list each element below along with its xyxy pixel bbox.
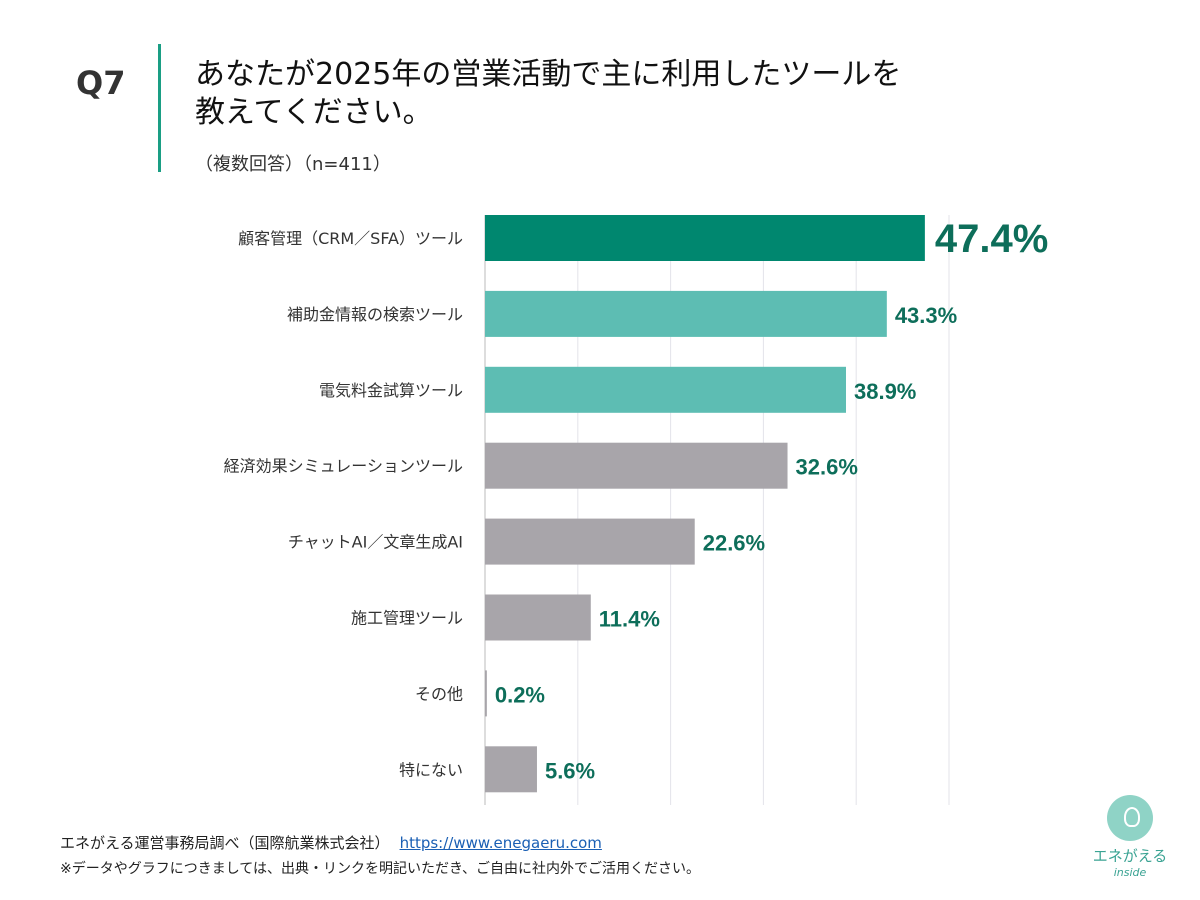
logo: エネがえる inside: [1090, 795, 1170, 879]
usage-note: ※データやグラフにつきましては、出典・リンクを明記いただき、ご自由に社内外でご活…: [60, 861, 701, 877]
data-label: 11.4%: [599, 607, 660, 632]
lightbulb-icon: [1107, 795, 1153, 841]
subtitle: （複数回答）（n=411）: [195, 154, 391, 175]
question-number: Q7: [76, 64, 126, 102]
page-title: あなたが2025年の営業活動で主に利用したツールを 教えてください。: [195, 56, 995, 132]
category-label: チャットAI／文章生成AI: [288, 533, 463, 552]
category-label: 経済効果シミュレーションツール: [224, 457, 463, 476]
data-label: 32.6%: [796, 455, 858, 480]
data-label: 22.6%: [703, 531, 765, 556]
title-line-1: あなたが2025年の営業活動で主に利用したツールを: [195, 57, 902, 92]
logo-name: エネがえる: [1092, 847, 1168, 865]
bar: [485, 215, 925, 261]
bar: [485, 290, 887, 337]
data-label: 47.4%: [935, 217, 1048, 261]
logo-tag: inside: [1113, 866, 1147, 879]
category-label: 施工管理ツール: [351, 609, 463, 628]
title-line-2: 教えてください。: [195, 95, 433, 130]
bar: [485, 594, 591, 641]
bar: [485, 746, 537, 793]
data-label: 5.6%: [545, 758, 595, 783]
source-text: エネがえる運営事務局調べ（国際航業株式会社）: [60, 834, 390, 852]
bar: [485, 366, 846, 413]
category-label: 顧客管理（CRM／SFA）ツール: [238, 229, 463, 248]
bar: [485, 442, 788, 489]
source-link[interactable]: https://www.enegaeru.com: [399, 834, 602, 852]
data-label: 38.9%: [854, 379, 916, 404]
category-label: 補助金情報の検索ツール: [287, 305, 463, 324]
data-label: 0.2%: [495, 682, 545, 707]
category-label: その他: [415, 684, 463, 703]
category-label: 特にない: [399, 760, 463, 779]
category-label: 電気料金試算ツール: [319, 381, 463, 400]
bar: [485, 518, 695, 565]
data-label: 43.3%: [895, 303, 957, 328]
bar: [485, 670, 487, 717]
divider: [158, 44, 161, 172]
source-line: エネがえる運営事務局調べ（国際航業株式会社） https://www.enegae…: [60, 832, 602, 853]
